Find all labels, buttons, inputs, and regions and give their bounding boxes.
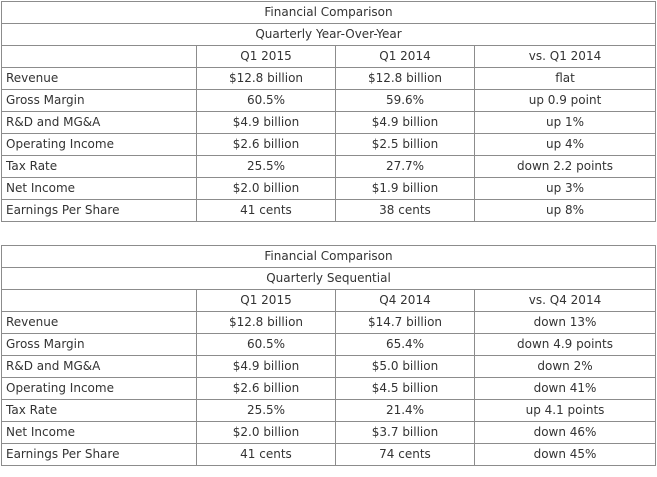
table-subtitle-row: Quarterly Year-Over-Year: [0, 23, 657, 46]
table-cell: $4.9 billion: [335, 111, 475, 134]
table-row: Revenue $12.8 billion $14.7 billion down 13…: [1, 311, 657, 334]
table-row: Net Income $2.0 billion $1.9 billion up 3%: [1, 177, 657, 200]
row-label: Operating Income: [1, 377, 197, 400]
row-label: Net Income: [1, 421, 197, 444]
table-cell: 59.6%: [335, 89, 475, 112]
table-title: Financial Comparison: [0, 245, 657, 268]
table-cell: $2.6 billion: [196, 133, 336, 156]
table-row: Net Income $2.0 billion $3.7 billion down 4…: [1, 421, 657, 444]
table-header-row: Q1 2015 Q4 2014 vs. Q4 2014: [1, 289, 657, 312]
row-label: Revenue: [1, 67, 197, 90]
table-cell: up 4%: [473, 133, 657, 156]
table-cell: $14.7 billion: [335, 311, 475, 334]
table-cell: $2.6 billion: [196, 377, 336, 400]
table-cell: 60.5%: [196, 333, 336, 356]
row-label: Gross Margin: [1, 89, 197, 112]
table-cell: $3.7 billion: [335, 421, 475, 444]
table-cell: $4.9 billion: [196, 355, 336, 378]
table-subtitle: Quarterly Sequential: [0, 267, 657, 290]
table-body: Financial Comparison Quarterly Sequential…: [0, 245, 657, 466]
column-header: [1, 45, 197, 68]
table-row: Gross Margin 60.5% 59.6% up 0.9 point: [1, 89, 657, 112]
table-row: R&D and MG&A $4.9 billion $4.9 billion up 1…: [1, 111, 657, 134]
table-cell: down 46%: [473, 421, 657, 444]
table-row: Tax Rate 25.5% 27.7% down 2.2 points: [1, 155, 657, 178]
column-header: Q1 2015: [196, 289, 336, 312]
row-label: Earnings Per Share: [1, 443, 197, 466]
row-label: Operating Income: [1, 133, 197, 156]
table-cell: $2.5 billion: [335, 133, 475, 156]
table-body: Financial Comparison Quarterly Year-Over-…: [0, 1, 657, 222]
table-cell: $2.0 billion: [196, 421, 336, 444]
table-cell: 60.5%: [196, 89, 336, 112]
table-row: R&D and MG&A $4.9 billion $5.0 billion down…: [1, 355, 657, 378]
table-cell: down 2%: [473, 355, 657, 378]
table-title-row: Financial Comparison: [0, 1, 657, 24]
table-row: Tax Rate 25.5% 21.4% up 4.1 points: [1, 399, 657, 422]
table-cell: up 8%: [473, 199, 657, 222]
table-row: Operating Income $2.6 billion $2.5 billion…: [1, 133, 657, 156]
table-cell: 38 cents: [335, 199, 475, 222]
table-cell: 21.4%: [335, 399, 475, 422]
table-cell: $2.0 billion: [196, 177, 336, 200]
table-cell: $5.0 billion: [335, 355, 475, 378]
table-cell: $4.9 billion: [196, 111, 336, 134]
table-subtitle-row: Quarterly Sequential: [0, 267, 657, 290]
table-cell: flat: [473, 67, 657, 90]
table-cell: down 13%: [473, 311, 657, 334]
table-cell: up 4.1 points: [473, 399, 657, 422]
table-row: Operating Income $2.6 billion $4.5 billion…: [1, 377, 657, 400]
row-label: Tax Rate: [1, 399, 197, 422]
table-cell: down 41%: [473, 377, 657, 400]
table-header-row: Q1 2015 Q1 2014 vs. Q1 2014: [1, 45, 657, 68]
table-title: Financial Comparison: [0, 1, 657, 24]
table-cell: $12.8 billion: [335, 67, 475, 90]
row-label: Net Income: [1, 177, 197, 200]
table-cell: 65.4%: [335, 333, 475, 356]
table-cell: down 2.2 points: [473, 155, 657, 178]
row-label: R&D and MG&A: [1, 355, 197, 378]
table-cell: up 1%: [473, 111, 657, 134]
table-row: Earnings Per Share 41 cents 74 cents down 4…: [1, 443, 657, 466]
table-cell: 25.5%: [196, 155, 336, 178]
table-row: Earnings Per Share 41 cents 38 cents up 8%: [1, 199, 657, 222]
row-label: Tax Rate: [1, 155, 197, 178]
table-title-row: Financial Comparison: [0, 245, 657, 268]
financial-table-year-over-year: Financial Comparison Quarterly Year-Over-…: [0, 1, 657, 222]
table-row: Revenue $12.8 billion $12.8 billion flat: [1, 67, 657, 90]
column-header: Q1 2014: [335, 45, 475, 68]
row-label: R&D and MG&A: [1, 111, 197, 134]
table-cell: 41 cents: [196, 443, 336, 466]
column-header: vs. Q1 2014: [473, 45, 657, 68]
column-header: Q1 2015: [196, 45, 336, 68]
row-label: Gross Margin: [1, 333, 197, 356]
table-cell: down 45%: [473, 443, 657, 466]
table-cell: $4.5 billion: [335, 377, 475, 400]
table-cell: $12.8 billion: [196, 67, 336, 90]
column-header: vs. Q4 2014: [473, 289, 657, 312]
table-cell: down 4.9 points: [473, 333, 657, 356]
table-cell: up 0.9 point: [473, 89, 657, 112]
table-subtitle: Quarterly Year-Over-Year: [0, 23, 657, 46]
table-cell: $1.9 billion: [335, 177, 475, 200]
row-label: Revenue: [1, 311, 197, 334]
table-cell: 25.5%: [196, 399, 336, 422]
table-cell: 27.7%: [335, 155, 475, 178]
financial-table-sequential: Financial Comparison Quarterly Sequential…: [0, 245, 657, 466]
table-cell: $12.8 billion: [196, 311, 336, 334]
table-cell: up 3%: [473, 177, 657, 200]
table-cell: 74 cents: [335, 443, 475, 466]
table-row: Gross Margin 60.5% 65.4% down 4.9 points: [1, 333, 657, 356]
row-label: Earnings Per Share: [1, 199, 197, 222]
column-header: Q4 2014: [335, 289, 475, 312]
table-cell: 41 cents: [196, 199, 336, 222]
column-header: [1, 289, 197, 312]
